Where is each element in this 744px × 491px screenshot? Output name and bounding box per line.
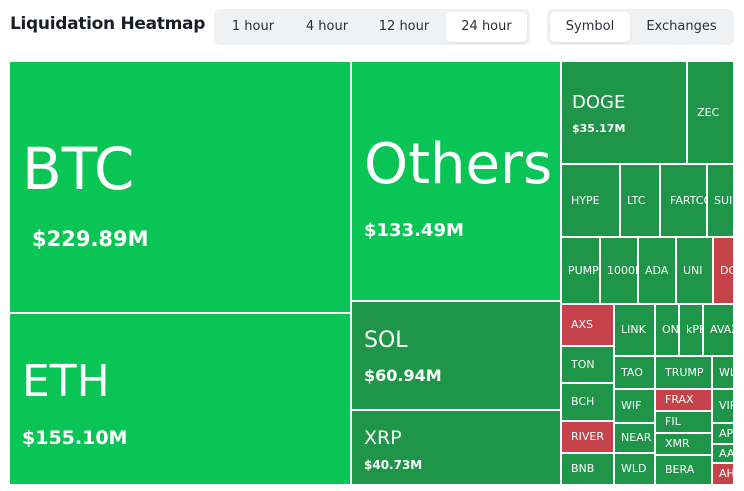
tile-label: SOL bbox=[364, 327, 408, 353]
tile[interactable]: TRUMP bbox=[656, 357, 711, 388]
tile-label: TAO bbox=[621, 365, 643, 379]
tile[interactable]: DOT bbox=[714, 238, 733, 303]
tile[interactable]: BTC $229.89M bbox=[10, 62, 350, 312]
tile[interactable]: VIRTUAL bbox=[713, 390, 733, 422]
tile-value: $35.17M bbox=[572, 122, 626, 136]
tile-label: XRP bbox=[364, 426, 402, 449]
tile[interactable]: SOL $60.94M bbox=[352, 302, 560, 409]
tile-value: $133.49M bbox=[364, 220, 464, 242]
tile[interactable]: SUI bbox=[708, 165, 733, 236]
tile[interactable]: ONDO bbox=[656, 305, 678, 355]
tile[interactable]: WIF bbox=[615, 390, 654, 422]
tile-label: kPEPE bbox=[686, 323, 702, 336]
time-tab[interactable]: 12 hour bbox=[378, 19, 430, 34]
tile[interactable]: BNB bbox=[562, 454, 613, 484]
tile[interactable]: NEAR bbox=[615, 424, 654, 452]
tile-label: TRUMP bbox=[665, 365, 704, 379]
tile[interactable]: XRP $40.73M bbox=[352, 411, 560, 484]
tile-label: UNI bbox=[683, 263, 703, 277]
page-title: Liquidation Heatmap bbox=[10, 14, 206, 34]
tile[interactable]: HYPE bbox=[562, 165, 619, 236]
tile-label: ONDO bbox=[662, 323, 678, 336]
tile[interactable]: AVAX bbox=[704, 305, 733, 355]
tile-label: ZEC bbox=[697, 105, 720, 119]
tile-value: $229.89M bbox=[32, 227, 149, 252]
tile-label: ADA bbox=[645, 263, 669, 277]
tile[interactable]: kPEPE bbox=[680, 305, 702, 355]
time-tab[interactable]: 4 hour bbox=[305, 19, 349, 34]
tile-label: DOT bbox=[720, 263, 733, 277]
tile[interactable]: FRAX bbox=[656, 390, 711, 410]
time-tab-group: 1 hour 4 hour 12 hour 24 hour bbox=[214, 9, 530, 45]
tile-label: FIL bbox=[665, 415, 681, 428]
tile[interactable]: APT bbox=[713, 424, 733, 443]
tile-value: $40.73M bbox=[364, 457, 423, 472]
tile[interactable]: XMR bbox=[656, 434, 711, 454]
tile[interactable]: ADA bbox=[639, 238, 675, 303]
tile-label: LTC bbox=[627, 193, 646, 207]
tile-label: RIVER bbox=[571, 430, 605, 443]
tile[interactable]: 1000PEPE bbox=[601, 238, 637, 303]
tile-label: XMR bbox=[665, 437, 690, 450]
tile-label: SUI bbox=[714, 193, 733, 207]
tile[interactable]: LTC bbox=[621, 165, 659, 236]
tile-label: ETH bbox=[22, 355, 110, 407]
tile[interactable]: Others $133.49M bbox=[352, 62, 560, 300]
tile[interactable]: RIVER bbox=[562, 422, 613, 452]
tile[interactable]: ZEC bbox=[688, 62, 733, 163]
tile-label: APT bbox=[719, 426, 733, 440]
tile[interactable]: AHE bbox=[713, 464, 733, 484]
tile-label: FRAX bbox=[665, 393, 694, 406]
tile-value: $60.94M bbox=[364, 366, 442, 386]
tile-value: $155.10M bbox=[22, 426, 128, 449]
tile[interactable]: PUMP bbox=[562, 238, 599, 303]
tile-label: BNB bbox=[571, 462, 595, 475]
tile[interactable]: LINK bbox=[615, 305, 654, 355]
tile-label: DOGE bbox=[572, 92, 626, 114]
tile-label: WIF bbox=[621, 399, 642, 412]
tile-label: BTC bbox=[22, 135, 135, 204]
view-tab[interactable]: Symbol bbox=[550, 12, 630, 42]
tile-label: HYPE bbox=[571, 193, 600, 207]
tile[interactable]: TON bbox=[562, 347, 613, 382]
tile-label: TON bbox=[571, 357, 595, 371]
tile[interactable]: BCH bbox=[562, 384, 613, 420]
tile[interactable]: DOGE $35.17M bbox=[562, 62, 686, 163]
tile-label: BCH bbox=[571, 395, 595, 408]
time-tab[interactable]: 1 hour bbox=[231, 19, 275, 34]
tile[interactable]: AXS bbox=[562, 305, 613, 345]
tile[interactable]: BERA bbox=[656, 456, 711, 484]
tile[interactable]: FARTCOIN bbox=[661, 165, 706, 236]
tile[interactable]: ETH $155.10M bbox=[10, 314, 350, 484]
tile-label: Others bbox=[364, 132, 553, 198]
tile-label: 1000PEPE bbox=[607, 263, 637, 277]
tile-label: WLD bbox=[621, 462, 647, 475]
tile-label: AHE bbox=[719, 467, 733, 480]
tile-label: AXS bbox=[571, 318, 594, 331]
tile-label: WLFI bbox=[719, 365, 733, 379]
tile[interactable]: UNI bbox=[677, 238, 712, 303]
tile[interactable]: AAVE bbox=[713, 445, 733, 462]
tile-label: BERA bbox=[665, 463, 695, 476]
tile[interactable]: WLD bbox=[615, 454, 654, 484]
time-tab[interactable]: 24 hour bbox=[446, 12, 527, 42]
view-tab[interactable]: Exchanges bbox=[646, 19, 717, 34]
tile-label: VIRTUAL bbox=[719, 399, 733, 412]
tile-label: FARTCOIN bbox=[670, 193, 706, 207]
tile[interactable]: FIL bbox=[656, 412, 711, 432]
tile[interactable]: WLFI bbox=[713, 357, 733, 388]
tile-label: PUMP bbox=[568, 263, 599, 277]
tile[interactable]: TAO bbox=[615, 357, 654, 388]
view-tab-group: Symbol Exchanges bbox=[547, 9, 734, 45]
tile-label: LINK bbox=[621, 323, 646, 336]
tile-label: NEAR bbox=[621, 431, 652, 444]
tile-label: AAVE bbox=[719, 446, 733, 460]
tile-label: AVAX bbox=[710, 323, 733, 336]
